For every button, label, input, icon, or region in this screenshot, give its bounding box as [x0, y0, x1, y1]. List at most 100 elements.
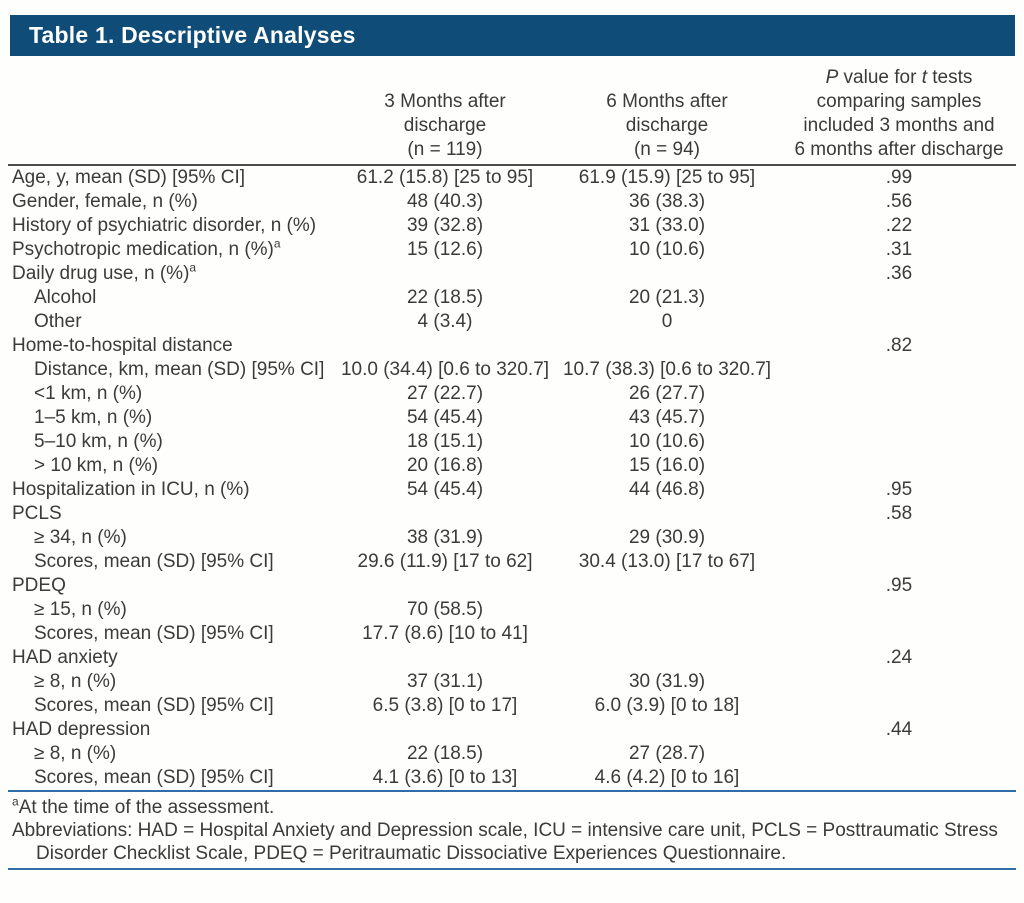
value-3-months: 22 (18.5) — [406, 287, 484, 308]
p-value — [782, 382, 1016, 406]
value-6-months — [552, 622, 782, 646]
row-label: <1 km, n (%) — [34, 383, 143, 404]
value-3-months — [338, 334, 552, 358]
table-row: Distance, km, mean (SD) [95% CI] 10.0 (34… — [8, 358, 1016, 382]
p-value — [782, 766, 1016, 790]
table-body: Age, y, mean (SD) [95% CI] 61.2 (15.8) [2… — [8, 166, 1016, 792]
row-label: Other — [34, 311, 82, 332]
value-6-months: 44 (46.8) — [628, 479, 706, 500]
p-value — [782, 310, 1016, 334]
table-row: Scores, mean (SD) [95% CI] 6.5 (3.8) [0 t… — [8, 694, 1016, 718]
table-row: Daily drug use, n (%)a .36 — [8, 262, 1016, 286]
value-6-months — [552, 598, 782, 622]
header-line: (n = 94) — [633, 139, 700, 160]
p-value: .36 — [885, 263, 913, 284]
table-row: Scores, mean (SD) [95% CI] 29.6 (11.9) [1… — [8, 550, 1016, 574]
p-value: .44 — [885, 719, 913, 740]
value-6-months: 10 (10.6) — [628, 239, 706, 260]
value-6-months: 30 (31.9) — [628, 671, 706, 692]
header-line: P value for t tests — [825, 67, 973, 88]
value-6-months — [552, 502, 782, 526]
row-label: Psychotropic medication, n (%)a — [12, 236, 281, 260]
row-label: > 10 km, n (%) — [34, 455, 159, 476]
header-line: 6 Months after — [606, 91, 728, 112]
column-header-6-months: 6 Months after discharge (n = 94) — [552, 90, 782, 162]
table-row: ≥ 8, n (%) 37 (31.1) 30 (31.9) — [8, 670, 1016, 694]
footnote-marker: a — [12, 794, 19, 809]
table-row: Psychotropic medication, n (%)a 15 (12.6)… — [8, 238, 1016, 262]
p-value — [782, 526, 1016, 550]
column-header-3-months: 3 Months after discharge (n = 119) — [338, 90, 552, 162]
value-6-months: 10.7 (38.3) [0.6 to 320.7] — [562, 359, 772, 380]
value-6-months: 4.6 (4.2) [0 to 16] — [594, 767, 740, 788]
value-3-months: 29.6 (11.9) [17 to 62] — [357, 551, 533, 572]
row-label: Home-to-hospital distance — [12, 335, 233, 356]
p-value — [782, 286, 1016, 310]
footnote-marker: a — [189, 260, 197, 275]
p-value — [782, 430, 1016, 454]
row-label: PCLS — [12, 503, 62, 524]
value-6-months: 29 (30.9) — [628, 527, 706, 548]
table-row: Other 4 (3.4) 0 — [8, 310, 1016, 334]
value-6-months: 31 (33.0) — [628, 215, 706, 236]
row-label: ≥ 15, n (%) — [34, 599, 127, 620]
row-label: HAD depression — [12, 719, 151, 740]
value-6-months: 10 (10.6) — [628, 431, 706, 452]
value-6-months: 6.0 (3.9) [0 to 18] — [594, 695, 740, 716]
row-label: PDEQ — [12, 575, 66, 596]
p-value — [782, 598, 1016, 622]
row-label: 5–10 km, n (%) — [34, 431, 163, 452]
value-6-months: 61.9 (15.9) [25 to 95] — [578, 167, 756, 188]
table-row: PCLS .58 — [8, 502, 1016, 526]
header-line: discharge — [625, 115, 709, 136]
value-3-months: 38 (31.9) — [406, 527, 484, 548]
value-6-months: 43 (45.7) — [628, 407, 706, 428]
value-3-months: 70 (58.5) — [406, 599, 484, 620]
table-row: 5–10 km, n (%) 18 (15.1) 10 (10.6) — [8, 430, 1016, 454]
row-label: 1–5 km, n (%) — [34, 407, 153, 428]
header-line: included 3 months and — [803, 115, 995, 136]
row-label: Hospitalization in ICU, n (%) — [12, 479, 250, 500]
footnote-abbreviations-line2: Disorder Checklist Scale, PDEQ = Peritra… — [36, 843, 787, 864]
table-title-bar: Table 1. Descriptive Analyses — [10, 15, 1015, 56]
p-value — [782, 622, 1016, 646]
p-value: .99 — [885, 167, 913, 188]
table-row: ≥ 8, n (%) 22 (18.5) 27 (28.7) — [8, 742, 1016, 766]
footnote-a: aAt the time of the assessment. — [12, 794, 275, 818]
value-3-months: 54 (45.4) — [406, 407, 484, 428]
table-row: Hospitalization in ICU, n (%) 54 (45.4) 44… — [8, 478, 1016, 502]
p-value — [782, 742, 1016, 766]
p-value — [782, 670, 1016, 694]
row-label: Gender, female, n (%) — [12, 191, 198, 212]
row-label: Daily drug use, n (%)a — [12, 260, 197, 284]
value-3-months: 54 (45.4) — [406, 479, 484, 500]
table-row: <1 km, n (%) 27 (22.7) 26 (27.7) — [8, 382, 1016, 406]
value-6-months: 26 (27.7) — [628, 383, 706, 404]
italic-p: P — [825, 67, 839, 88]
value-3-months: 15 (12.6) — [406, 239, 484, 260]
table-row: 1–5 km, n (%) 54 (45.4) 43 (45.7) — [8, 406, 1016, 430]
p-value — [782, 550, 1016, 574]
p-value: .22 — [885, 215, 913, 236]
value-3-months: 37 (31.1) — [406, 671, 484, 692]
p-value: .31 — [885, 239, 913, 260]
value-3-months: 18 (15.1) — [406, 431, 484, 452]
value-3-months — [338, 646, 552, 670]
page: Table 1. Descriptive Analyses 3 Months a… — [0, 15, 1024, 903]
row-label: Distance, km, mean (SD) [95% CI] — [34, 359, 325, 380]
value-6-months: 20 (21.3) — [628, 287, 706, 308]
italic-t: t — [921, 67, 927, 88]
value-6-months: 27 (28.7) — [628, 743, 706, 764]
row-label: Scores, mean (SD) [95% CI] — [34, 551, 274, 572]
row-label: Alcohol — [34, 287, 97, 308]
value-3-months: 4.1 (3.6) [0 to 13] — [372, 767, 518, 788]
table-row: Home-to-hospital distance .82 — [8, 334, 1016, 358]
p-value: .82 — [885, 335, 913, 356]
value-6-months — [552, 574, 782, 598]
value-3-months: 61.2 (15.8) [25 to 95] — [356, 167, 534, 188]
value-6-months — [552, 262, 782, 286]
p-value — [782, 358, 1016, 382]
p-value — [782, 454, 1016, 478]
p-value — [782, 406, 1016, 430]
row-label: Scores, mean (SD) [95% CI] — [34, 695, 274, 716]
